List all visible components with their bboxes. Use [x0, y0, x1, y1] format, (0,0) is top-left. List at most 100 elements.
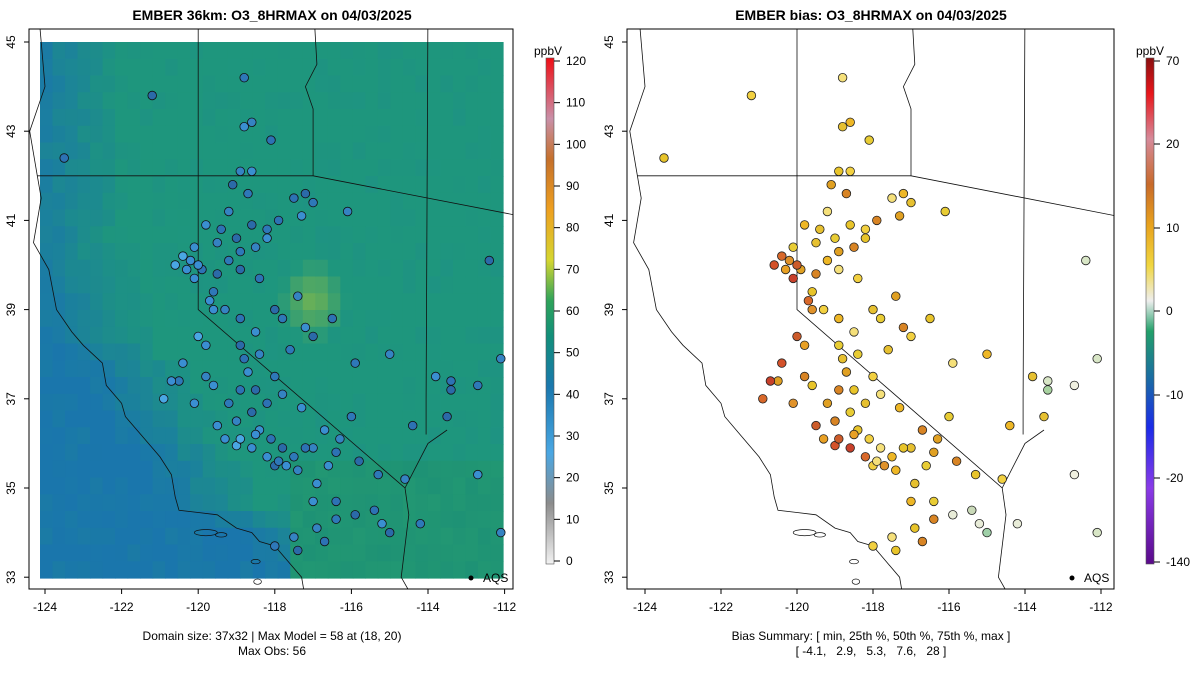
- wy-border: [1137, 0, 1139, 176]
- bias-point: [799, 220, 810, 230]
- x-tick-label: -114: [416, 600, 439, 614]
- obs-point: [308, 331, 318, 342]
- obs-point: [189, 242, 200, 252]
- bias-point: [792, 331, 802, 342]
- bias-point: [822, 206, 833, 217]
- obs-point: [208, 380, 219, 391]
- bias-point: [769, 260, 779, 270]
- bias-map: [629, 0, 1139, 589]
- bias-point: [784, 255, 795, 266]
- obs-point: [266, 434, 276, 444]
- y-tick-label: 33: [4, 570, 18, 584]
- bias-point: [917, 425, 928, 435]
- obs-point: [247, 407, 257, 417]
- obs-point: [220, 434, 230, 444]
- bias-point: [1123, 511, 1132, 520]
- bias-point: [1039, 411, 1049, 422]
- obs-point: [189, 398, 200, 409]
- obs-point: [185, 255, 196, 266]
- obs-point: [373, 469, 383, 480]
- colorbar-left-tick: 20: [566, 471, 580, 485]
- obs-point: [527, 511, 536, 520]
- colorbar-left-tick: 10: [566, 512, 580, 526]
- bias-point: [898, 322, 909, 333]
- bias-point: [1027, 371, 1038, 382]
- obs-point: [277, 313, 288, 324]
- obs-point: [289, 532, 299, 542]
- x-axis-left: -124 -122 -120 -118 -116 -114 -112: [33, 589, 516, 614]
- obs-point: [296, 403, 307, 413]
- y-tick-label: 37: [4, 392, 18, 406]
- colorbar-left-tick: 0: [566, 554, 573, 568]
- obs-point: [235, 313, 246, 324]
- bias-point: [834, 340, 844, 351]
- colorbar-left-tick: 120: [566, 54, 586, 68]
- obs-point: [235, 246, 246, 257]
- colorbar-right-tick: 0: [1166, 304, 1173, 318]
- obs-point: [235, 340, 246, 351]
- colorbar-left-tick: 80: [566, 221, 580, 235]
- obs-point: [262, 452, 272, 462]
- y-tick-label: 41: [4, 213, 18, 227]
- obs-point: [243, 367, 253, 377]
- bias-point: [849, 429, 859, 440]
- bias-point: [940, 206, 950, 217]
- obs-point: [400, 474, 410, 484]
- obs-point: [201, 371, 211, 382]
- x-tick-label: -112: [1089, 600, 1112, 614]
- colorbar-left-tick: 60: [566, 304, 580, 318]
- obs-point: [178, 251, 188, 261]
- bias-point: [659, 153, 669, 163]
- obs-point: [331, 447, 341, 458]
- bias-point: [1069, 469, 1080, 480]
- bias-point: [826, 179, 836, 190]
- or-ca-border: [637, 175, 1114, 216]
- island: [215, 532, 228, 538]
- bias-point: [921, 461, 931, 471]
- y-tick-label: 33: [602, 570, 616, 584]
- obs-point: [270, 304, 280, 315]
- obs-point: [59, 153, 69, 163]
- obs-point: [247, 220, 257, 230]
- obs-point: [166, 376, 177, 386]
- obs-point: [285, 345, 295, 355]
- bias-point: [891, 291, 901, 301]
- colorbar-right-unit: ppbV: [1136, 44, 1164, 58]
- obs-point: [369, 505, 380, 516]
- x-tick-label: -118: [861, 600, 884, 614]
- bias-point: [777, 251, 787, 261]
- bias-point: [834, 166, 844, 177]
- obs-point: [385, 349, 395, 359]
- bias-point: [849, 385, 859, 395]
- bias-point: [845, 117, 855, 128]
- bias-point: [807, 304, 817, 315]
- bias-point: [834, 385, 844, 395]
- coastline: [629, 29, 903, 589]
- obs-point: [293, 465, 303, 475]
- bias-point: [860, 224, 871, 235]
- colorbar-right-tick: -140: [1166, 555, 1190, 569]
- obs-point: [296, 211, 307, 221]
- bias-point: [982, 349, 992, 359]
- bias-point: [834, 264, 844, 275]
- bias-point: [887, 532, 897, 542]
- bias-point: [853, 349, 863, 359]
- y-tick-label: 45: [4, 35, 18, 49]
- bias-point: [868, 541, 878, 551]
- bias-point: [1043, 385, 1053, 395]
- x-tick-label: -120: [785, 600, 809, 614]
- bias-point: [837, 121, 848, 132]
- bias-point: [948, 510, 958, 520]
- bias-point: [910, 478, 920, 489]
- bias-summary-header: Bias Summary: [ min, 25th %, 50th %, 75t…: [732, 629, 1011, 643]
- colorbar-right-tick: 10: [1166, 221, 1180, 235]
- obs-point: [158, 394, 169, 404]
- obs-point: [239, 72, 249, 83]
- obs-point: [293, 291, 303, 301]
- bias-point: [788, 242, 798, 252]
- model-field-map: [29, 29, 536, 589]
- obs-point: [250, 242, 261, 252]
